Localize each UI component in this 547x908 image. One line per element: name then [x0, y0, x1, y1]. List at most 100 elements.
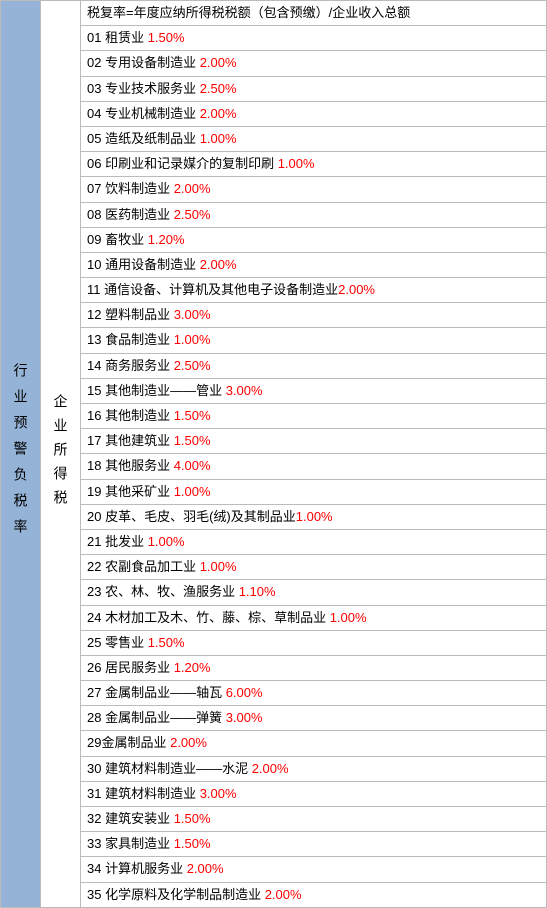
row-rate: 2.00% — [200, 55, 237, 70]
row-number: 06 — [87, 156, 101, 171]
row-rate: 1.50% — [174, 408, 211, 423]
table-row: 16 其他制造业 1.50% — [81, 404, 546, 429]
row-industry: 建筑材料制造业 — [101, 786, 199, 801]
row-industry: 建筑材料制造业——水泥 — [101, 761, 251, 776]
row-number: 16 — [87, 408, 101, 423]
row-rate: 2.00% — [200, 106, 237, 121]
row-rate: 1.00% — [278, 156, 315, 171]
row-number: 24 — [87, 610, 101, 625]
row-industry: 家具制造业 — [101, 836, 173, 851]
row-number: 07 — [87, 181, 101, 196]
table-row: 32 建筑安装业 1.50% — [81, 807, 546, 832]
table-row: 15 其他制造业——管业 3.00% — [81, 379, 546, 404]
table-row: 33 家具制造业 1.50% — [81, 832, 546, 857]
row-industry: 印刷业和记录媒介的复制印刷 — [101, 156, 277, 171]
row-industry: 其他建筑业 — [101, 433, 173, 448]
row-industry: 造纸及纸制品业 — [101, 131, 199, 146]
row-rate: 3.00% — [226, 383, 263, 398]
row-rate: 2.00% — [170, 735, 207, 750]
row-industry: 食品制造业 — [101, 332, 173, 347]
row-rate: 2.00% — [338, 282, 375, 297]
formula-row: 税复率=年度应纳所得税税额（包含预缴）/企业收入总额 — [81, 1, 546, 26]
row-industry: 专业技术服务业 — [101, 81, 199, 96]
row-industry: 居民服务业 — [101, 660, 173, 675]
row-number: 31 — [87, 786, 101, 801]
table-row: 17 其他建筑业 1.50% — [81, 429, 546, 454]
row-number: 35 — [87, 887, 101, 902]
row-number: 25 — [87, 635, 101, 650]
table-row: 35 化学原料及化学制品制造业 2.00% — [81, 883, 546, 907]
table-row: 25 零售业 1.50% — [81, 631, 546, 656]
table-row: 08 医药制造业 2.50% — [81, 203, 546, 228]
row-industry: 饮料制造业 — [101, 181, 173, 196]
row-rate: 6.00% — [226, 685, 263, 700]
table-row: 01 租赁业 1.50% — [81, 26, 546, 51]
table-row: 03 专业技术服务业 2.50% — [81, 77, 546, 102]
row-rate: 2.50% — [200, 81, 237, 96]
table-row: 21 批发业 1.00% — [81, 530, 546, 555]
row-industry: 租赁业 — [101, 30, 147, 45]
row-rate: 1.00% — [174, 484, 211, 499]
table-row: 28 金属制品业——弹簧 3.00% — [81, 706, 546, 731]
row-number: 23 — [87, 584, 101, 599]
row-number: 08 — [87, 207, 101, 222]
row-rate: 4.00% — [174, 458, 211, 473]
row-industry: 畜牧业 — [101, 232, 147, 247]
table-row: 04 专业机械制造业 2.00% — [81, 102, 546, 127]
row-industry: 其他制造业——管业 — [101, 383, 225, 398]
mid-header-text: 企业所得税 — [51, 394, 71, 514]
row-industry: 商务服务业 — [101, 358, 173, 373]
row-rate: 2.00% — [187, 861, 224, 876]
row-rate: 1.00% — [174, 332, 211, 347]
table-row: 07 饮料制造业 2.00% — [81, 177, 546, 202]
row-number: 21 — [87, 534, 101, 549]
row-rate: 3.00% — [174, 307, 211, 322]
row-rate: 1.00% — [200, 131, 237, 146]
row-rate: 1.00% — [200, 559, 237, 574]
table-row: 02 专用设备制造业 2.00% — [81, 51, 546, 76]
row-number: 28 — [87, 710, 101, 725]
row-number: 29 — [87, 735, 101, 750]
row-rate: 1.50% — [174, 811, 211, 826]
left-header-text: 行业预警负税率 — [11, 363, 31, 545]
tax-table: 行业预警负税率 企业所得税 税复率=年度应纳所得税税额（包含预缴）/企业收入总额… — [0, 0, 547, 908]
table-row: 11 通信设备、计算机及其他电子设备制造业2.00% — [81, 278, 546, 303]
row-rate: 1.50% — [174, 836, 211, 851]
row-number: 03 — [87, 81, 101, 96]
row-number: 17 — [87, 433, 101, 448]
row-number: 01 — [87, 30, 101, 45]
row-number: 10 — [87, 257, 101, 272]
row-number: 13 — [87, 332, 101, 347]
table-row: 22 农副食品加工业 1.00% — [81, 555, 546, 580]
table-row: 18 其他服务业 4.00% — [81, 454, 546, 479]
row-industry: 专用设备制造业 — [101, 55, 199, 70]
row-rate: 2.00% — [252, 761, 289, 776]
row-industry: 农、林、牧、渔服务业 — [101, 584, 238, 599]
row-number: 22 — [87, 559, 101, 574]
row-industry: 通用设备制造业 — [101, 257, 199, 272]
row-number: 04 — [87, 106, 101, 121]
row-industry: 零售业 — [101, 635, 147, 650]
table-row: 09 畜牧业 1.20% — [81, 228, 546, 253]
row-rate: 2.50% — [174, 358, 211, 373]
table-row: 19 其他采矿业 1.00% — [81, 480, 546, 505]
row-industry: 金属制品业——弹簧 — [101, 710, 225, 725]
row-rate: 1.20% — [174, 660, 211, 675]
row-industry: 金属制品业——轴瓦 — [101, 685, 225, 700]
table-row: 30 建筑材料制造业——水泥 2.00% — [81, 757, 546, 782]
row-rate: 2.00% — [200, 257, 237, 272]
row-number: 32 — [87, 811, 101, 826]
row-industry: 医药制造业 — [101, 207, 173, 222]
row-industry: 计算机服务业 — [101, 861, 186, 876]
row-industry: 建筑安装业 — [101, 811, 173, 826]
data-column: 税复率=年度应纳所得税税额（包含预缴）/企业收入总额 01 租赁业 1.50%0… — [81, 1, 546, 907]
row-rate: 1.00% — [148, 534, 185, 549]
row-number: 09 — [87, 232, 101, 247]
row-number: 11 — [87, 282, 101, 297]
row-industry: 其他制造业 — [101, 408, 173, 423]
table-row: 23 农、林、牧、渔服务业 1.10% — [81, 580, 546, 605]
table-row: 10 通用设备制造业 2.00% — [81, 253, 546, 278]
row-rate: 2.00% — [265, 887, 302, 902]
row-number: 27 — [87, 685, 101, 700]
table-row: 27 金属制品业——轴瓦 6.00% — [81, 681, 546, 706]
